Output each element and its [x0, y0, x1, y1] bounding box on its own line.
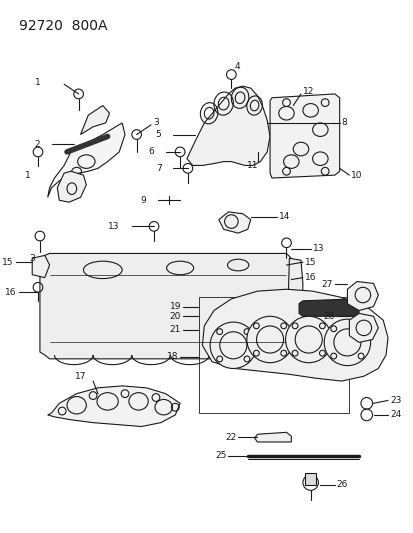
- Text: 9: 9: [140, 196, 146, 205]
- Bar: [304, 473, 316, 484]
- Circle shape: [246, 316, 292, 362]
- Polygon shape: [273, 260, 286, 278]
- Text: 26: 26: [336, 480, 347, 489]
- Text: 28: 28: [323, 312, 334, 321]
- Polygon shape: [286, 259, 302, 359]
- Text: 23: 23: [389, 396, 400, 405]
- Text: 16: 16: [5, 288, 17, 297]
- Bar: [199, 297, 349, 413]
- Text: 8: 8: [341, 118, 347, 127]
- Text: 11: 11: [246, 161, 258, 170]
- Polygon shape: [47, 123, 125, 197]
- Text: 92720  800A: 92720 800A: [19, 19, 107, 33]
- Polygon shape: [57, 171, 86, 202]
- Text: 17: 17: [75, 372, 86, 381]
- Text: 25: 25: [215, 451, 226, 460]
- Circle shape: [285, 316, 331, 362]
- Text: 4: 4: [234, 62, 239, 71]
- Circle shape: [323, 319, 370, 366]
- Polygon shape: [349, 313, 377, 342]
- Text: 15: 15: [2, 257, 14, 266]
- Polygon shape: [40, 254, 291, 359]
- Polygon shape: [347, 281, 377, 311]
- Polygon shape: [81, 106, 109, 134]
- Text: 3: 3: [29, 254, 35, 263]
- Text: 16: 16: [304, 273, 316, 282]
- Polygon shape: [218, 212, 250, 233]
- Text: 14: 14: [278, 212, 290, 221]
- Text: 13: 13: [312, 244, 323, 253]
- Polygon shape: [202, 289, 387, 381]
- Text: 12: 12: [302, 86, 313, 95]
- Polygon shape: [269, 94, 339, 178]
- Text: 13: 13: [107, 222, 119, 231]
- Polygon shape: [47, 386, 180, 426]
- Text: 20: 20: [169, 312, 180, 321]
- Polygon shape: [254, 432, 291, 442]
- Polygon shape: [186, 86, 269, 165]
- Text: 5: 5: [155, 130, 160, 139]
- Circle shape: [210, 322, 256, 368]
- Polygon shape: [298, 299, 358, 316]
- Text: 15: 15: [304, 257, 316, 266]
- Text: 1: 1: [35, 78, 41, 87]
- Text: 10: 10: [350, 171, 362, 180]
- Text: 1: 1: [25, 171, 31, 180]
- Text: 6: 6: [148, 148, 154, 156]
- Text: 22: 22: [224, 433, 236, 442]
- Text: 27: 27: [321, 280, 332, 289]
- Text: 2: 2: [34, 140, 40, 149]
- Text: 3: 3: [153, 118, 159, 127]
- Text: 7: 7: [156, 164, 161, 173]
- Text: 21: 21: [169, 325, 180, 334]
- Text: 24: 24: [389, 410, 400, 419]
- Text: 18: 18: [166, 352, 178, 361]
- Text: 19: 19: [169, 302, 180, 311]
- Polygon shape: [32, 255, 50, 278]
